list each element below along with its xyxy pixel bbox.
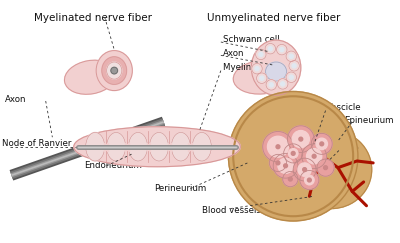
- Text: Nerve: Nerve: [331, 144, 359, 153]
- Text: Unmyelinated nerve fiber: Unmyelinated nerve fiber: [208, 13, 341, 24]
- Circle shape: [305, 175, 314, 185]
- Circle shape: [317, 159, 334, 176]
- Text: Myelinated nerve fiber: Myelinated nerve fiber: [34, 13, 152, 24]
- Circle shape: [298, 163, 311, 176]
- Circle shape: [260, 76, 264, 80]
- Circle shape: [278, 79, 288, 89]
- Circle shape: [263, 131, 293, 162]
- Circle shape: [269, 154, 286, 172]
- Circle shape: [278, 158, 293, 173]
- Circle shape: [288, 126, 314, 152]
- Circle shape: [256, 49, 266, 60]
- Ellipse shape: [86, 132, 105, 161]
- Circle shape: [306, 149, 322, 164]
- Bar: [125, 143, 128, 150]
- Text: Fascicle: Fascicle: [328, 103, 361, 112]
- Circle shape: [284, 164, 288, 168]
- Circle shape: [265, 43, 276, 54]
- Circle shape: [266, 80, 276, 90]
- Circle shape: [276, 161, 280, 165]
- Ellipse shape: [96, 51, 132, 91]
- Circle shape: [280, 48, 284, 52]
- Circle shape: [268, 136, 288, 157]
- Circle shape: [269, 83, 273, 87]
- Text: Axon: Axon: [5, 95, 26, 104]
- Circle shape: [292, 64, 296, 68]
- Circle shape: [256, 73, 267, 83]
- Ellipse shape: [291, 130, 372, 208]
- Circle shape: [286, 72, 296, 82]
- Circle shape: [286, 51, 296, 61]
- Bar: [168, 143, 171, 150]
- Ellipse shape: [251, 40, 301, 95]
- Bar: [146, 143, 150, 150]
- Circle shape: [252, 63, 262, 74]
- Ellipse shape: [266, 62, 286, 81]
- Circle shape: [302, 144, 326, 169]
- Circle shape: [312, 154, 316, 158]
- Text: Blood vessels: Blood vessels: [202, 206, 261, 215]
- Circle shape: [273, 153, 298, 178]
- Circle shape: [324, 166, 328, 170]
- Circle shape: [311, 133, 332, 154]
- Circle shape: [111, 67, 118, 74]
- Circle shape: [303, 168, 306, 172]
- Ellipse shape: [192, 132, 211, 161]
- Circle shape: [299, 137, 303, 141]
- Circle shape: [284, 144, 303, 163]
- Circle shape: [281, 82, 285, 86]
- Circle shape: [283, 172, 298, 187]
- Circle shape: [268, 47, 272, 51]
- Circle shape: [228, 92, 358, 221]
- Ellipse shape: [150, 132, 168, 161]
- Ellipse shape: [171, 132, 190, 161]
- Circle shape: [308, 178, 311, 182]
- Circle shape: [288, 177, 292, 181]
- Circle shape: [276, 145, 280, 149]
- Text: Perineurium: Perineurium: [154, 184, 206, 193]
- Ellipse shape: [74, 127, 240, 167]
- Text: Epineurium: Epineurium: [344, 116, 394, 125]
- Bar: [188, 143, 192, 150]
- Bar: [104, 143, 108, 150]
- Circle shape: [289, 54, 293, 58]
- Circle shape: [320, 142, 324, 146]
- Circle shape: [259, 52, 263, 56]
- Circle shape: [276, 44, 287, 55]
- Ellipse shape: [107, 62, 122, 79]
- Text: Node of Ranvier: Node of Ranvier: [2, 139, 71, 148]
- Ellipse shape: [102, 57, 127, 84]
- Circle shape: [288, 149, 298, 158]
- Circle shape: [293, 158, 316, 181]
- Ellipse shape: [233, 61, 290, 94]
- Circle shape: [300, 171, 319, 190]
- Circle shape: [316, 138, 328, 150]
- Ellipse shape: [128, 132, 148, 161]
- Ellipse shape: [107, 132, 126, 161]
- Circle shape: [291, 151, 295, 155]
- Text: Axon: Axon: [223, 49, 244, 58]
- Circle shape: [255, 67, 259, 71]
- Ellipse shape: [64, 60, 116, 94]
- Circle shape: [289, 61, 299, 71]
- Text: Endoneurium: Endoneurium: [84, 161, 142, 170]
- Circle shape: [289, 75, 293, 79]
- Circle shape: [292, 130, 309, 148]
- Text: Myelin sheath: Myelin sheath: [223, 63, 283, 72]
- Text: Schwann cell: Schwann cell: [223, 35, 279, 44]
